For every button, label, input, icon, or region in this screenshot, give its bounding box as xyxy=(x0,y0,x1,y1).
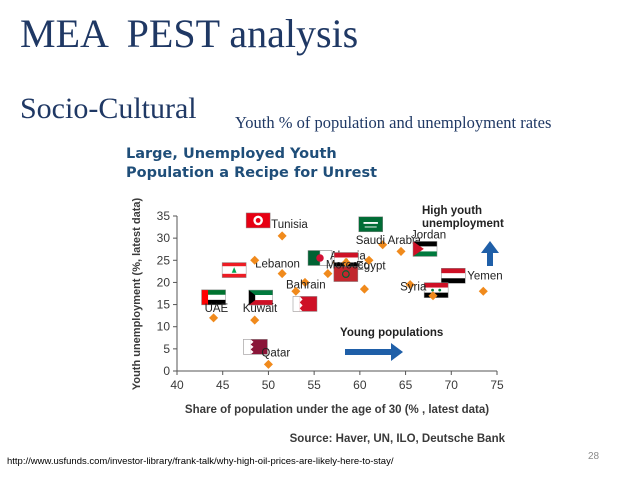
annotation-label: Young populations xyxy=(340,327,443,339)
x-axis-label: Share of population under the age of 30 … xyxy=(185,404,489,416)
data-point xyxy=(478,286,488,296)
lebanon-flag-icon xyxy=(221,262,247,278)
tunisia-flag-icon xyxy=(245,212,271,229)
morocco-flag-icon xyxy=(333,266,359,282)
y-tick-label: 5 xyxy=(163,342,170,356)
y-tick-label: 25 xyxy=(157,253,171,267)
data-point xyxy=(277,231,287,241)
point-label: Morocco xyxy=(326,260,370,272)
x-tick-label: 40 xyxy=(170,378,184,392)
y-tick-label: 0 xyxy=(163,364,170,378)
x-tick-label: 50 xyxy=(262,378,276,392)
point-label: Jordan xyxy=(411,229,446,241)
point-label: UAE xyxy=(205,303,229,315)
chart-title-line-2: Population a Recipe for Unrest xyxy=(126,165,378,181)
y-tick-label: 35 xyxy=(157,209,171,223)
chart-title: Large, Unemployed Youth Population a Rec… xyxy=(126,145,377,183)
right-arrow-icon xyxy=(345,343,403,361)
data-point xyxy=(209,313,219,323)
y-axis-label: Youth unemployment (%, latest data) xyxy=(131,198,143,391)
point-label: Saudi Arabia xyxy=(356,235,422,247)
x-tick-label: 65 xyxy=(399,378,413,392)
up-arrow-icon xyxy=(481,241,499,266)
x-tick-label: 75 xyxy=(490,378,504,392)
kuwait-flag-icon xyxy=(248,289,273,306)
x-tick-label: 60 xyxy=(353,378,367,392)
chart-source: Source: Haver, UN, ILO, Deutsche Bank xyxy=(290,433,506,445)
uae-flag-icon xyxy=(201,289,226,306)
x-tick-label: 55 xyxy=(307,378,321,392)
data-point xyxy=(396,246,406,256)
point-label: Syria xyxy=(400,282,427,294)
y-tick-label: 20 xyxy=(157,275,171,289)
data-point xyxy=(250,315,260,325)
point-label: Kuwait xyxy=(243,303,278,315)
section-title: Socio-Cultural xyxy=(20,92,197,125)
yemen-flag-icon xyxy=(441,268,466,284)
page-number: 28 xyxy=(588,451,600,462)
y-tick-label: 15 xyxy=(157,298,171,312)
annotation-label: High youth xyxy=(422,205,482,217)
section-subtitle: Youth % of population and unemployment r… xyxy=(235,113,552,132)
x-tick-label: 45 xyxy=(216,378,230,392)
slide-title: MEA PEST analysis xyxy=(20,11,359,56)
point-label: Lebanon xyxy=(255,259,300,271)
point-label: Tunisia xyxy=(271,219,308,231)
data-point xyxy=(263,359,273,369)
jordan-flag-icon xyxy=(412,241,438,257)
point-label: Yemen xyxy=(467,270,502,282)
point-label: Egypt xyxy=(356,261,386,273)
qatar-flag-icon xyxy=(243,339,268,355)
y-tick-label: 30 xyxy=(157,231,171,245)
bahrain-flag-icon xyxy=(292,296,318,312)
algeria-flag-icon xyxy=(307,250,333,266)
x-tick-label: 70 xyxy=(445,378,459,392)
data-point xyxy=(250,255,260,265)
data-point xyxy=(359,284,369,294)
annotation-label: unemployment xyxy=(422,218,504,230)
point-label: Bahrain xyxy=(286,279,326,291)
source-url[interactable]: http://www.usfunds.com/investor-library/… xyxy=(7,456,394,467)
saudi-arabia-flag-icon xyxy=(358,216,383,233)
point-label: Qatar xyxy=(261,347,290,359)
chart-title-line-1: Large, Unemployed Youth xyxy=(126,146,337,162)
y-tick-label: 10 xyxy=(157,320,171,334)
